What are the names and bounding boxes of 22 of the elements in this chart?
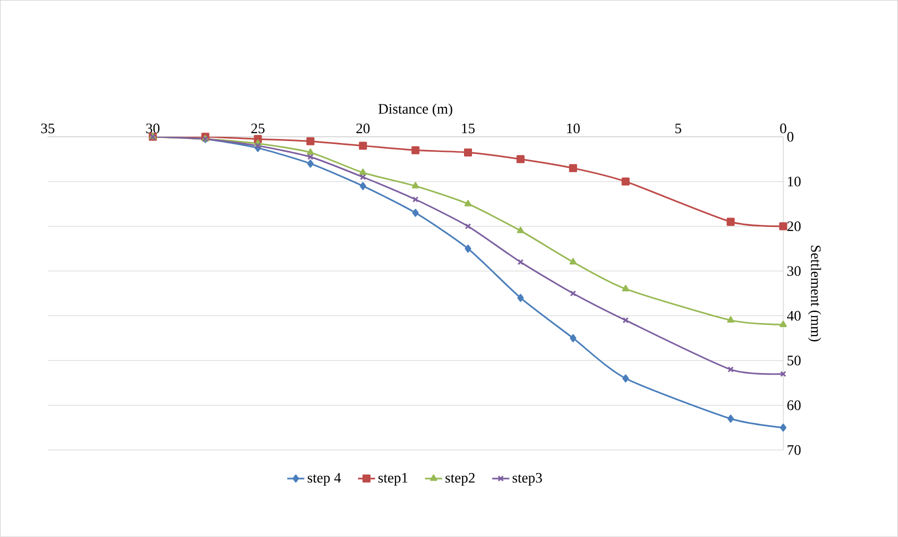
x-tick-label: 35 <box>41 124 54 134</box>
y-tick-label: 0 <box>787 132 794 142</box>
y-tick-label: 70 <box>788 445 801 455</box>
x-tick-label: 15 <box>462 124 475 134</box>
y-tick-label: 20 <box>787 222 801 232</box>
x-tick-label: 5 <box>675 124 682 134</box>
x-tick-label: 10 <box>567 124 580 134</box>
legend-label: step2 <box>446 473 475 486</box>
y-tick-label: 40 <box>787 311 801 321</box>
x-axis-title: Distance (m) <box>378 104 452 117</box>
legend-label: step3 <box>512 473 542 486</box>
y-tick-label: 60 <box>787 400 801 410</box>
x-tick-label: 0 <box>780 124 786 134</box>
y-tick-label: 10 <box>788 176 801 187</box>
legend-label: step 4 <box>308 473 341 486</box>
y-tick-label: 50 <box>788 356 801 366</box>
x-tick-label: 30 <box>146 124 160 134</box>
y-axis-title: Settlement (mm) <box>808 246 822 342</box>
x-tick-label: 20 <box>356 124 370 134</box>
x-tick-label: 25 <box>251 124 265 134</box>
legend-label: step1 <box>378 473 408 486</box>
y-tick-label: 30 <box>787 266 801 276</box>
